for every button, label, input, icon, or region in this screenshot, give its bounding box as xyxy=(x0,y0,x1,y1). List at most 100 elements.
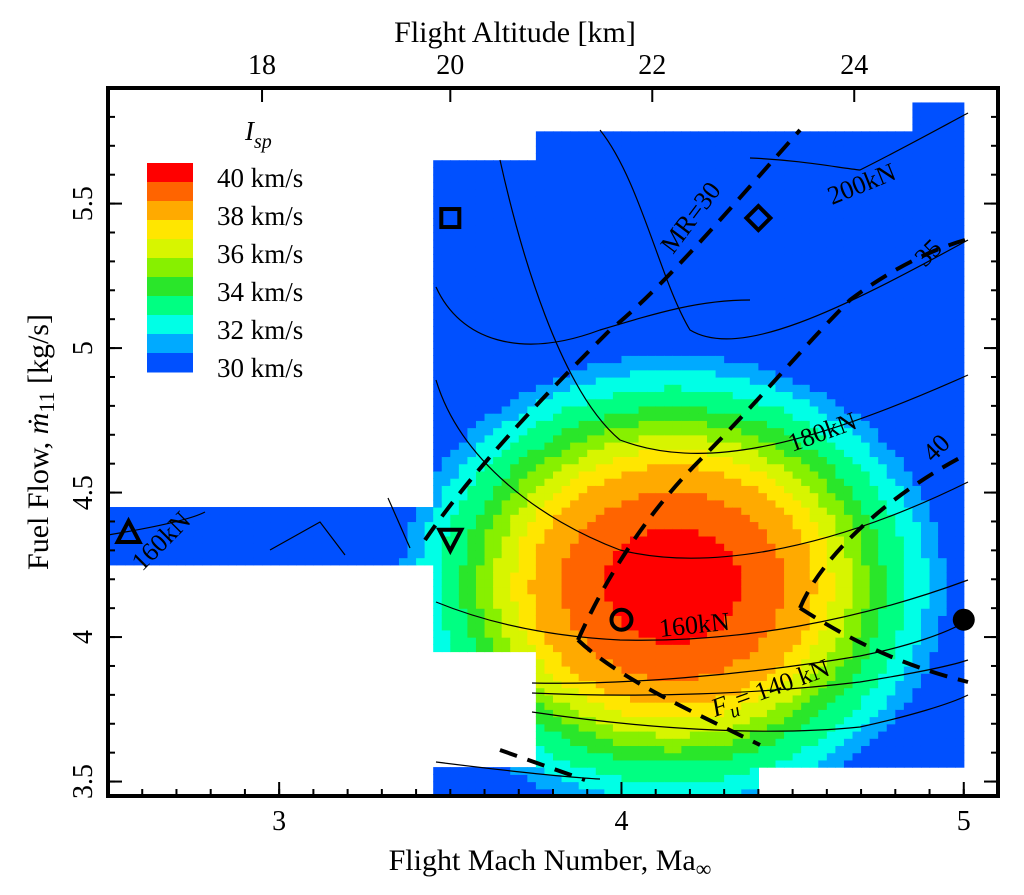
heat-cell xyxy=(664,355,674,364)
heat-cell xyxy=(758,694,768,703)
heat-cell xyxy=(664,485,674,494)
heat-cell xyxy=(570,369,580,378)
heat-cell xyxy=(527,622,537,631)
heat-cell xyxy=(561,427,571,436)
heat-cell xyxy=(150,528,160,537)
heat-cell xyxy=(535,665,546,674)
heat-cell xyxy=(869,593,879,602)
heat-cell xyxy=(493,557,503,566)
heat-cell xyxy=(595,181,605,190)
heat-cell xyxy=(861,499,871,508)
heat-cell xyxy=(535,456,546,465)
heat-cell xyxy=(553,521,563,530)
heat-cell xyxy=(578,405,588,414)
heat-cell xyxy=(467,535,477,544)
heat-cell xyxy=(886,391,896,400)
heat-cell xyxy=(758,572,768,580)
heat-cell xyxy=(681,398,691,407)
heat-cell xyxy=(493,564,503,573)
heat-cell xyxy=(655,131,665,140)
heat-cell xyxy=(792,600,802,609)
heat-cell xyxy=(647,145,657,154)
heat-cell xyxy=(527,442,537,450)
heat-cell xyxy=(664,311,674,320)
heat-cell xyxy=(587,521,597,530)
heat-cell xyxy=(561,210,571,219)
heat-cell xyxy=(886,507,896,515)
heat-cell xyxy=(715,514,725,523)
heat-cell xyxy=(484,326,494,335)
heat-cell xyxy=(724,348,734,356)
heat-cell xyxy=(809,203,819,212)
heat-cell xyxy=(475,427,486,436)
heat-cell xyxy=(236,514,246,523)
heat-cell xyxy=(458,246,469,255)
heat-cell xyxy=(826,210,837,219)
heat-cell xyxy=(587,470,597,479)
heat-cell xyxy=(715,564,725,573)
heat-cell xyxy=(484,593,494,602)
heat-cell xyxy=(835,340,845,349)
heat-cell xyxy=(784,398,794,407)
heat-cell xyxy=(681,167,691,176)
heat-cell xyxy=(450,189,460,197)
heat-cell xyxy=(553,572,563,580)
heat-cell xyxy=(553,261,563,270)
heat-cell xyxy=(698,535,708,544)
heat-cell xyxy=(672,290,682,299)
heat-cell xyxy=(818,600,828,609)
heat-cell xyxy=(527,543,537,551)
heat-cell xyxy=(535,507,546,515)
heat-cell xyxy=(570,261,580,270)
heat-cell xyxy=(570,485,580,494)
heat-cell xyxy=(689,442,700,450)
heat-cell xyxy=(236,521,246,530)
heat-cell xyxy=(518,239,528,248)
heat-cell xyxy=(886,730,896,739)
heat-cell xyxy=(518,514,528,523)
heat-cell xyxy=(672,210,682,219)
heat-cell xyxy=(458,528,469,537)
heat-cell xyxy=(544,181,554,190)
heat-cell xyxy=(612,543,623,551)
heat-cell xyxy=(878,665,888,674)
heat-cell xyxy=(621,398,631,407)
heat-cell xyxy=(741,774,751,783)
heat-cell xyxy=(672,470,682,479)
heat-cell xyxy=(801,600,811,609)
heat-cell xyxy=(749,716,759,725)
heat-cell xyxy=(450,275,460,284)
heat-cell xyxy=(826,420,837,429)
heat-cell xyxy=(766,600,777,609)
heat-cell xyxy=(518,499,528,508)
heat-cell xyxy=(784,622,794,631)
heat-cell xyxy=(698,543,708,551)
heat-cell xyxy=(630,579,640,588)
heat-cell xyxy=(784,637,794,645)
heat-cell xyxy=(681,442,691,450)
heat-cell xyxy=(869,218,879,226)
heat-cell xyxy=(878,413,888,421)
heat-cell xyxy=(861,333,871,342)
heat-cell xyxy=(484,254,494,262)
heat-cell xyxy=(262,543,272,551)
heat-cell xyxy=(381,507,392,515)
heat-cell xyxy=(878,254,888,262)
heat-cell xyxy=(527,239,537,248)
heat-cell xyxy=(655,275,665,284)
heat-cell xyxy=(253,514,263,523)
heat-cell xyxy=(159,550,169,559)
heat-cell xyxy=(587,232,597,241)
heat-cell xyxy=(570,752,580,761)
heat-cell xyxy=(441,160,451,169)
heat-cell xyxy=(484,557,494,566)
heat-cell xyxy=(578,709,588,718)
heat-cell xyxy=(475,572,486,580)
heat-cell xyxy=(852,716,862,725)
heat-cell xyxy=(493,398,503,407)
heat-cell xyxy=(801,210,811,219)
heat-cell xyxy=(689,153,700,161)
heat-cell xyxy=(595,376,605,385)
heat-cell xyxy=(784,376,794,385)
heat-cell xyxy=(826,297,837,306)
